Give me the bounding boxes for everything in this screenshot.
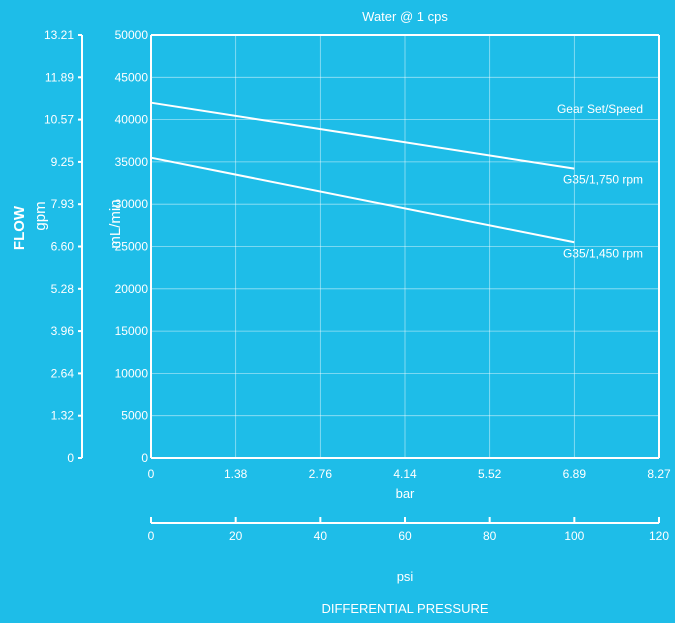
gpm-tick-label: 5.28: [51, 282, 75, 296]
bar-tick-label: 4.14: [393, 467, 417, 481]
psi-tick-label: 40: [314, 529, 328, 543]
ml-tick-label: 5000: [121, 409, 148, 423]
series-group: G35/1,750 rpm G35/1,450 rpm: [150, 101, 643, 260]
bar-tick-label: 5.52: [478, 467, 502, 481]
psi-tick-label: 80: [483, 529, 497, 543]
grid: [151, 35, 659, 458]
gpm-tick-label: 7.93: [51, 197, 75, 211]
psi-tick-label: 20: [229, 529, 243, 543]
psi-axis: 0 20 40 60 80 100 120: [148, 517, 669, 543]
ml-tick-label: 25000: [115, 240, 149, 254]
gpm-tick-label: 10.57: [44, 113, 74, 127]
gpm-tick-label: 9.25: [51, 155, 75, 169]
psi-tick-label: 120: [649, 529, 669, 543]
bar-tick-label: 1.38: [224, 467, 248, 481]
ml-tick-label: 10000: [115, 366, 149, 380]
gpm-tick-label: 0: [67, 451, 74, 465]
series-label-2: G35/1,450 rpm: [563, 246, 643, 260]
psi-tick-label: 100: [564, 529, 584, 543]
bar-tick-label: 8.27: [647, 467, 671, 481]
gpm-axis-label: gpm: [32, 201, 49, 230]
ml-tick-label: 50000: [115, 28, 149, 42]
gpm-tick-label: 1.32: [51, 409, 75, 423]
ml-tick-label: 40000: [115, 113, 149, 127]
series-line-2: [150, 156, 575, 244]
legend-title: Gear Set/Speed: [557, 102, 643, 116]
gpm-axis: 0 1.32 2.64 3.96 5.28 6.60 7.93 9.25 10.57 11.89 1…: [44, 28, 83, 465]
ml-tick-label: 15000: [115, 324, 149, 338]
bar-axis: 0 1.38 2.76 4.14 5.52 6.89 8.27: [148, 467, 671, 481]
ml-axis-label: mL/min: [107, 199, 124, 248]
ml-tick-label: 20000: [115, 282, 149, 296]
plot-frame: [150, 34, 660, 459]
ml-tick-label: 45000: [115, 70, 149, 84]
differential-pressure-label: DIFFERENTIAL PRESSURE: [321, 601, 488, 616]
psi-axis-label: psi: [397, 569, 414, 584]
ml-tick-label: 0: [141, 451, 148, 465]
chart-title: Water @ 1 cps: [362, 9, 448, 24]
gpm-tick-label: 2.64: [51, 366, 75, 380]
ml-tick-label: 35000: [115, 155, 149, 169]
ml-tick-label: 30000: [115, 197, 149, 211]
psi-tick-label: 60: [398, 529, 412, 543]
bar-axis-label: bar: [396, 486, 415, 501]
gpm-tick-label: 13.21: [44, 28, 74, 42]
psi-tick-label: 0: [148, 529, 155, 543]
gpm-tick-label: 3.96: [51, 324, 75, 338]
series-line-1: [150, 101, 575, 170]
bar-tick-label: 2.76: [309, 467, 333, 481]
flow-axis-label: FLOW: [11, 205, 28, 250]
bar-tick-label: 6.89: [563, 467, 587, 481]
bar-tick-label: 0: [148, 467, 155, 481]
series-label-1: G35/1,750 rpm: [563, 173, 643, 187]
gpm-tick-label: 6.60: [51, 240, 75, 254]
ml-axis: 0 5000 10000 15000 20000 25000 30000 35000 40000…: [115, 28, 149, 465]
gpm-tick-label: 11.89: [45, 70, 74, 84]
